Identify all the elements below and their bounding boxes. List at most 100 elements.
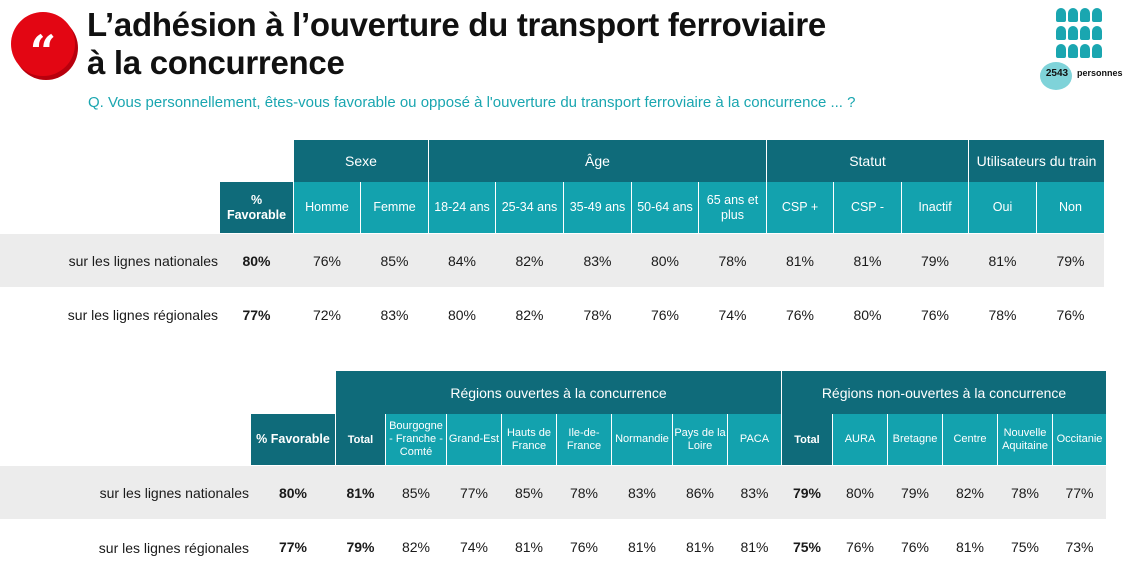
table-cell: 74% <box>718 306 747 323</box>
table-cell: 80% <box>650 252 680 269</box>
group-header-sexe: Sexe <box>294 140 428 182</box>
sample-count: 2543 <box>1045 68 1069 79</box>
table-cell: 76% <box>650 306 680 323</box>
col-header-homme: Homme <box>294 182 360 233</box>
table-cell: 76% <box>920 306 950 323</box>
row-label: sur les lignes nationales <box>99 485 249 501</box>
table-cell: 78% <box>569 484 599 501</box>
table-cell: 76% <box>845 539 875 555</box>
quote-logo-icon: “ <box>11 12 75 76</box>
group-header-statut: Statut <box>767 140 968 182</box>
table-cell: 80% <box>447 306 477 323</box>
col-header-bourgogne: Bourgogne - Franche - Comté <box>386 414 446 465</box>
table-cell: 81% <box>785 252 815 269</box>
table-cell: 85% <box>380 252 409 269</box>
row-band-nationales <box>0 234 1104 287</box>
favorable-header: % Favorable <box>220 182 293 233</box>
col-header-inactif: Inactif <box>902 182 968 233</box>
table-cell-total: 75% <box>792 539 822 555</box>
row-label: sur les lignes régionales <box>67 307 218 323</box>
table-cell: 74% <box>459 539 489 555</box>
group-header-age: Âge <box>429 140 766 182</box>
table-cell: 82% <box>955 484 985 501</box>
col-header-35-49: 35-49 ans <box>564 182 631 233</box>
table-cell: 85% <box>401 484 431 501</box>
col-header-65-plus: 65 ans et plus <box>699 182 766 233</box>
table-cell: 81% <box>627 539 657 555</box>
col-header-total-non-ouvertes: Total <box>782 414 832 465</box>
col-header-25-34: 25-34 ans <box>496 182 563 233</box>
favorable-header: % Favorable <box>251 414 335 465</box>
row-band-nationales <box>0 466 1106 519</box>
col-header-centre: Centre <box>943 414 997 465</box>
table-cell: 81% <box>955 539 985 555</box>
survey-question: Q. Vous personnellement, êtes-vous favor… <box>88 94 856 111</box>
table-cell: 73% <box>1065 539 1094 555</box>
table-cell: 83% <box>627 484 657 501</box>
favorable-value: 80% <box>242 252 271 269</box>
table-cell: 76% <box>1056 306 1085 323</box>
title-line-1: L’adhésion à l’ouverture du transport fe… <box>87 6 826 43</box>
col-header-total-ouvertes: Total <box>336 414 385 465</box>
table-cell: 78% <box>583 306 612 323</box>
table-cell: 81% <box>685 539 715 555</box>
title-line-2: à la concurrence <box>87 44 345 81</box>
table-cell: 76% <box>785 306 815 323</box>
col-header-non: Non <box>1037 182 1104 233</box>
table-cell: 81% <box>740 539 769 555</box>
col-header-csp-minus: CSP - <box>834 182 901 233</box>
table-cell: 77% <box>459 484 489 501</box>
table-cell: 79% <box>1056 252 1085 269</box>
page-title: L’adhésion à l’ouverture du transport fe… <box>87 6 967 82</box>
sample-count-circle <box>1040 62 1072 90</box>
favorable-value: 77% <box>278 539 308 555</box>
table-cell: 80% <box>853 306 882 323</box>
favorable-value: 80% <box>278 484 308 501</box>
table-cell: 76% <box>569 539 599 555</box>
col-header-bretagne: Bretagne <box>888 414 942 465</box>
table-cell: 84% <box>447 252 477 269</box>
col-header-paca: PACA <box>728 414 781 465</box>
table-cell: 81% <box>853 252 882 269</box>
col-header-oui: Oui <box>969 182 1036 233</box>
table-cell: 81% <box>988 252 1017 269</box>
favorable-value: 77% <box>242 306 271 323</box>
sample-size-badge: 2543 personnes <box>1040 6 1123 90</box>
sample-label: personnes <box>1077 68 1123 78</box>
col-header-18-24: 18-24 ans <box>429 182 495 233</box>
col-header-normandie: Normandie <box>612 414 672 465</box>
table-cell: 75% <box>1010 539 1040 555</box>
col-header-hauts-de-france: Hauts de France <box>502 414 556 465</box>
col-header-aura: AURA <box>833 414 887 465</box>
col-header-pays-de-la-loire: Pays de la Loire <box>673 414 727 465</box>
table-cell: 78% <box>988 306 1017 323</box>
table-cell: 83% <box>380 306 409 323</box>
table-cell: 76% <box>312 252 342 269</box>
table-cell: 79% <box>920 252 950 269</box>
col-header-csp-plus: CSP + <box>767 182 833 233</box>
group-header-regions-ouvertes: Régions ouvertes à la concurrence <box>336 371 781 414</box>
people-group-icon <box>1052 6 1108 62</box>
col-header-grand-est: Grand-Est <box>447 414 501 465</box>
table-cell: 77% <box>1065 484 1094 501</box>
table-cell: 81% <box>514 539 544 555</box>
table-cell: 76% <box>900 539 930 555</box>
table-cell: 72% <box>312 306 342 323</box>
table-cell-total: 81% <box>346 484 375 501</box>
table-cell: 80% <box>845 484 875 501</box>
table-cell: 82% <box>515 306 544 323</box>
table-cell-total: 79% <box>346 539 375 555</box>
table-cell: 83% <box>583 252 612 269</box>
table-cell-total: 79% <box>792 484 822 501</box>
table-cell: 86% <box>685 484 715 501</box>
table-cell: 85% <box>514 484 544 501</box>
table-cell: 82% <box>515 252 544 269</box>
row-label: sur les lignes nationales <box>68 253 218 269</box>
col-header-nouvelle-aquitaine: Nouvelle Aquitaine <box>998 414 1052 465</box>
table-cell: 78% <box>1010 484 1040 501</box>
table-cell: 79% <box>900 484 930 501</box>
col-header-ile-de-france: Ile-de-France <box>557 414 611 465</box>
col-header-femme: Femme <box>361 182 428 233</box>
table-cell: 83% <box>740 484 769 501</box>
table-cell: 78% <box>718 252 747 269</box>
